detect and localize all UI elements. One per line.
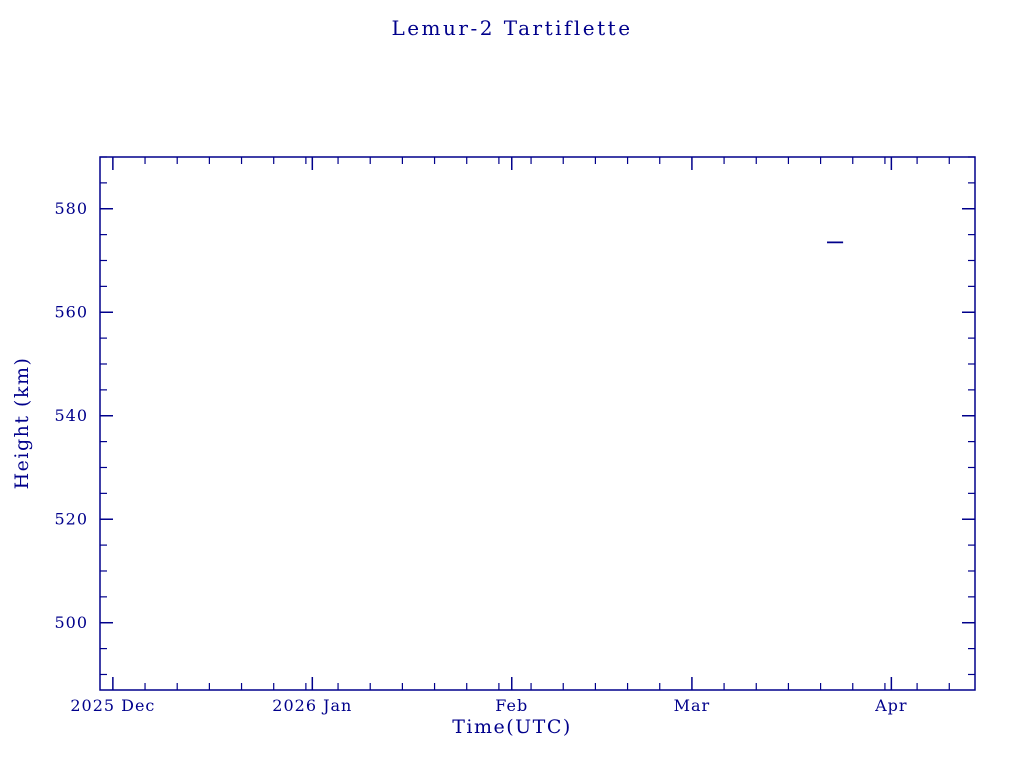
x-axis-title: Time(UTC) <box>452 716 572 738</box>
svg-text:Feb: Feb <box>495 696 528 715</box>
svg-text:580: 580 <box>54 199 88 218</box>
svg-text:2025 Dec: 2025 Dec <box>70 696 155 715</box>
svg-text:520: 520 <box>54 510 88 529</box>
y-tick-labels: 500 520 540 560 580 <box>54 199 88 632</box>
svg-text:Mar: Mar <box>674 696 711 715</box>
chart-title: Lemur-2 Tartiflette <box>391 16 633 40</box>
y-axis-ticks <box>100 156 975 676</box>
x-axis-ticks <box>112 157 950 690</box>
svg-text:2026 Jan: 2026 Jan <box>272 696 352 715</box>
svg-text:540: 540 <box>54 406 88 425</box>
x-tick-labels: 2025 Dec 2026 Jan Feb Mar Apr <box>70 696 907 715</box>
y-axis-title: Height (km) <box>11 356 33 490</box>
plot-frame <box>99 156 976 691</box>
svg-text:500: 500 <box>54 613 88 632</box>
svg-text:560: 560 <box>54 303 88 322</box>
svg-text:Apr: Apr <box>874 696 907 715</box>
